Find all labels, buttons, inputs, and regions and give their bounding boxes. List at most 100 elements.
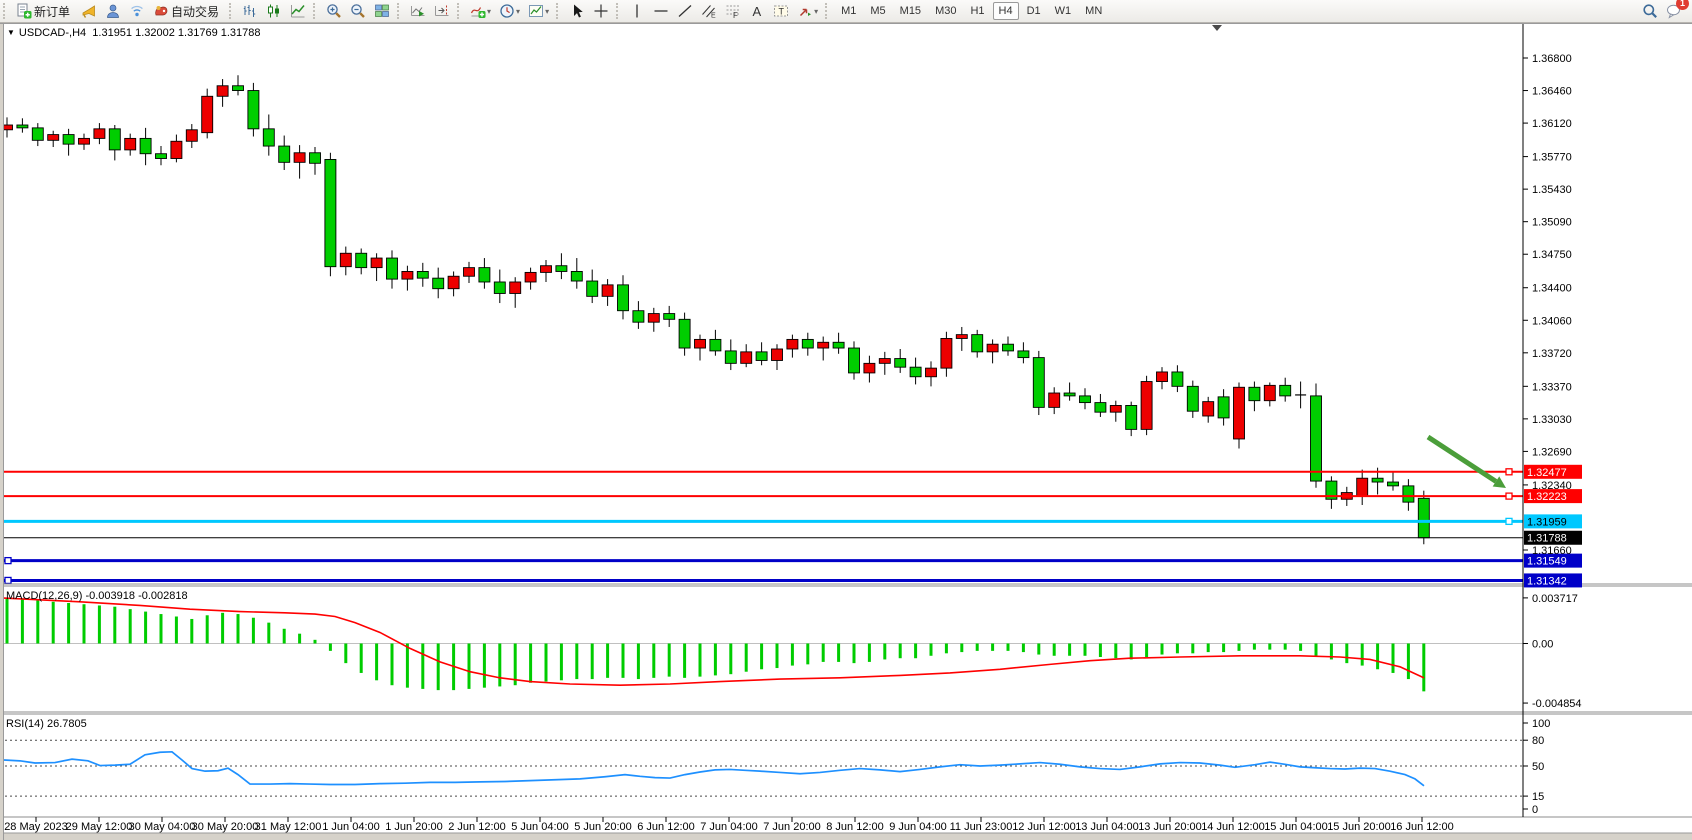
toolbar-button-line-chart[interactable]	[287, 0, 309, 22]
candle-body	[1063, 392, 1076, 397]
toolbar-button-channel[interactable]: E	[698, 0, 720, 22]
toolbar-button-new-order[interactable]: 新订单	[13, 0, 76, 22]
candle-body	[786, 338, 799, 350]
line-handle[interactable]	[4, 556, 12, 565]
timeframe-button-m15[interactable]: M15	[899, 5, 922, 17]
price-tag	[1524, 464, 1582, 479]
toolbar-button-text-label[interactable]: T	[770, 0, 792, 22]
price-tick-label: 1.31660	[1532, 545, 1572, 557]
line-handle[interactable]	[1505, 492, 1513, 500]
time-axis[interactable]	[35, 817, 1423, 822]
candle-body	[632, 310, 645, 323]
timeframe-button-w1[interactable]: W1	[1054, 5, 1072, 17]
timeframe-button-m1[interactable]: M1	[841, 5, 857, 17]
timeframe-button-h1[interactable]: H1	[970, 5, 985, 17]
time-tick-label: 31 May 12:00	[255, 821, 322, 833]
time-tick-label: 28 May 2023	[4, 821, 68, 833]
candle-body	[262, 128, 275, 147]
chart-shift-marker[interactable]	[1212, 25, 1222, 31]
toolbar-grip[interactable]	[3, 3, 10, 19]
annotation-arrow-head[interactable]	[1492, 476, 1506, 488]
price-chart-canvas[interactable]: 1.36800 1.36460 1.36120 1.35770 1.35430 1.350…	[0, 22, 1692, 840]
toolbar-grip[interactable]	[397, 3, 404, 19]
candle-body	[355, 252, 368, 269]
dropdown-arrow-icon[interactable]: ▾	[487, 6, 492, 16]
bars-chart-icon	[243, 5, 256, 17]
vline-icon	[636, 4, 638, 18]
timeframe-button-d1[interactable]: D1	[1026, 5, 1041, 17]
toolbar-button-arrows[interactable]: ▾	[794, 0, 821, 22]
chart-title-symbol: USDCAD-,H4	[18, 27, 87, 39]
candle-body	[1356, 477, 1369, 497]
channel-icon: E	[702, 5, 716, 19]
toolbar-button-candles-chart[interactable]	[263, 0, 285, 22]
toolbar-button-chat[interactable]: 1	[1663, 0, 1689, 22]
toolbar-button-profile[interactable]	[102, 0, 124, 22]
line-handle[interactable]	[1505, 468, 1513, 476]
candle-body	[1263, 384, 1276, 402]
toolbar-button-text[interactable]: A	[746, 0, 768, 22]
toolbar-grip[interactable]	[616, 3, 623, 19]
candle-body	[1079, 395, 1091, 404]
toolbar-button-trendline[interactable]	[674, 0, 696, 22]
candle-body	[694, 338, 706, 349]
toolbar-button-templates[interactable]: ▾	[525, 0, 552, 22]
toolbar-button-alert-horn[interactable]	[78, 0, 100, 22]
candle-body	[509, 281, 522, 294]
toolbar-button-cursor[interactable]	[566, 0, 588, 22]
alert-horn-icon	[82, 5, 95, 18]
line-handle[interactable]	[1505, 517, 1513, 526]
candle-body	[232, 85, 244, 91]
price-axis[interactable]	[1523, 57, 1582, 810]
timeframe-button-m30[interactable]: M30	[935, 5, 957, 17]
toolbar-grip[interactable]	[825, 3, 832, 19]
time-tick-label: 2 Jun 12:00	[448, 821, 506, 833]
line-handle[interactable]	[4, 576, 12, 585]
toolbar-button-fibonacci[interactable]: F	[722, 0, 744, 22]
annotation-arrow[interactable]	[1426, 434, 1498, 484]
candle-body	[463, 267, 475, 277]
price-tag-label: 1.32477	[1527, 467, 1567, 479]
toolbar-button-auto-scroll[interactable]	[407, 0, 429, 22]
toolbar-button-zoom-in[interactable]	[323, 0, 345, 22]
toolbar-button-crosshair[interactable]	[590, 0, 612, 22]
toolbar-button-zoom-out[interactable]	[347, 0, 369, 22]
timeframe-button-mn[interactable]: MN	[1085, 5, 1103, 17]
dropdown-arrow-icon[interactable]: ▾	[516, 6, 521, 16]
toolbar-button-indicators[interactable]: ▾	[467, 0, 494, 22]
candle-body	[1186, 385, 1199, 412]
candle-body	[909, 366, 922, 378]
candle-body	[1002, 343, 1014, 352]
time-tick-label: 7 Jun 04:00	[700, 821, 758, 833]
toolbar-button-chart-shift[interactable]	[431, 0, 453, 22]
toolbar-button-bars-chart[interactable]	[239, 0, 261, 22]
chart-title-ohlc: 1.31951 1.32002 1.31769 1.31788	[92, 27, 261, 39]
toolbar-button-vline[interactable]	[626, 0, 648, 22]
toolbar-button-tile-windows[interactable]	[371, 0, 393, 22]
candle-body	[1140, 381, 1153, 430]
chart-menu-icon[interactable]: ▼	[7, 28, 15, 37]
time-tick-label: 5 Jun 20:00	[574, 821, 632, 833]
toolbar-button-hline[interactable]	[650, 0, 672, 22]
dropdown-arrow-icon[interactable]: ▾	[545, 6, 550, 16]
candle-body	[1094, 402, 1107, 413]
toolbar-grip[interactable]	[457, 3, 464, 19]
toolbar-grip[interactable]	[313, 3, 320, 19]
candle-body	[740, 351, 753, 364]
signal-icon	[131, 5, 143, 17]
price-tick-label: 1.35430	[1532, 184, 1572, 196]
toolbar-grip[interactable]	[556, 3, 563, 19]
chart-title: ▼ USDCAD-,H4 1.31951 1.32002 1.31769 1.31…	[7, 27, 261, 39]
time-tick-label: 13 Jun 04:00	[1075, 821, 1139, 833]
toolbar-button-auto-trade[interactable]: 自动交易	[150, 0, 225, 22]
dropdown-arrow-icon[interactable]: ▾	[814, 6, 819, 16]
time-tick-label: 9 Jun 04:00	[889, 821, 947, 833]
price-tick-label: 1.35770	[1532, 152, 1572, 164]
toolbar-button-signal[interactable]	[126, 0, 148, 22]
toolbar-grip[interactable]	[229, 3, 236, 19]
candle-body	[878, 358, 891, 364]
toolbar-button-search[interactable]	[1639, 0, 1661, 22]
timeframe-button-m5[interactable]: M5	[870, 5, 886, 17]
timeframe-button-h4[interactable]: H4	[992, 2, 1019, 20]
toolbar-button-periods[interactable]: ▾	[496, 0, 523, 22]
